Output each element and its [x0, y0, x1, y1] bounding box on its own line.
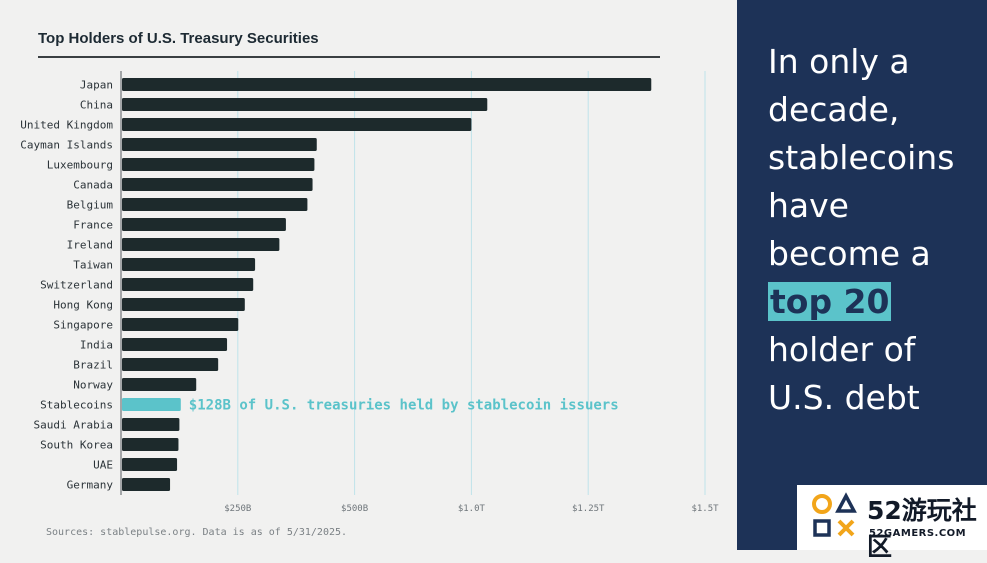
x-tick-label: $1.25T: [572, 504, 605, 514]
x-tick-label: $500B: [341, 504, 368, 514]
bar-cayman-islands: [122, 138, 317, 151]
headline-highlight: top 20: [768, 282, 892, 321]
source-note: Sources: stablepulse.org. Data is as of …: [46, 527, 348, 538]
annotation-label: $128B of U.S. treasuries held by stablec…: [189, 398, 619, 414]
y-category-label: Luxembourg: [47, 159, 113, 172]
y-category-label: Japan: [80, 79, 113, 92]
bar-uae: [122, 458, 178, 471]
side-panel: In only a decade, stablecoins have becom…: [737, 0, 987, 550]
x-tick-label: $250B: [224, 504, 251, 514]
bar-germany: [122, 478, 171, 491]
bar-france: [122, 218, 286, 231]
y-category-label: UAE: [93, 459, 113, 472]
y-category-label: Cayman Islands: [20, 139, 113, 152]
watermark: 52游玩社区 52GAMERS.COM: [797, 485, 987, 561]
y-category-label: Hong Kong: [53, 299, 113, 312]
y-category-label: Switzerland: [40, 279, 113, 292]
headline: In only a decade, stablecoins have becom…: [768, 38, 983, 422]
x-tick-label: $1.5T: [691, 504, 719, 514]
chart-panel: Top Holders of U.S. Treasury Securities …: [20, 30, 720, 538]
y-category-label: Ireland: [67, 239, 113, 252]
bar-china: [122, 98, 488, 111]
headline-text-after: holder of U.S. debt: [768, 330, 920, 417]
headline-text-before: In only a decade, stablecoins have becom…: [768, 42, 955, 273]
watermark-site: 52GAMERS.COM: [869, 528, 967, 539]
chart-title: Top Holders of U.S. Treasury Securities: [38, 30, 319, 47]
bar-india: [122, 338, 228, 351]
y-category-label: Stablecoins: [40, 399, 113, 412]
bar-chart: $250B $500B $1.0T $1.25T $1.5T Japan China Unit…: [20, 71, 719, 514]
bar-canada: [122, 178, 313, 191]
bar-united-kingdom: [122, 118, 472, 131]
bar-luxembourg: [122, 158, 315, 171]
y-category-label: Singapore: [53, 319, 113, 332]
y-category-label: Brazil: [73, 359, 113, 372]
bar-japan: [122, 78, 652, 91]
y-category-label: China: [80, 99, 113, 112]
title-divider: [38, 56, 660, 58]
bar-switzerland: [122, 278, 254, 291]
y-category-label: South Korea: [40, 439, 113, 452]
y-category-label: Canada: [73, 179, 113, 192]
x-tick-label: $1.0T: [458, 504, 486, 514]
y-category-label: Germany: [67, 479, 114, 492]
y-category-label: Belgium: [67, 199, 114, 212]
bar-south-korea: [122, 438, 179, 451]
bar-norway: [122, 378, 197, 391]
y-category-label: Norway: [73, 379, 113, 392]
bar-taiwan: [122, 258, 256, 271]
bar-belgium: [122, 198, 308, 211]
y-category-label: Saudi Arabia: [34, 419, 113, 432]
gamepad-logo-icon: [812, 492, 857, 537]
bar-stablecoins: [122, 398, 181, 411]
bar-hong-kong: [122, 298, 245, 311]
y-category-label: India: [80, 339, 113, 352]
y-category-label: France: [73, 219, 113, 232]
bar-ireland: [122, 238, 280, 251]
bar-singapore: [122, 318, 239, 331]
watermark-brand: 52游玩社区: [867, 496, 977, 561]
y-category-label: Taiwan: [73, 259, 113, 272]
bar-saudi-arabia: [122, 418, 180, 431]
bar-brazil: [122, 358, 219, 371]
y-category-label: United Kingdom: [20, 119, 113, 132]
